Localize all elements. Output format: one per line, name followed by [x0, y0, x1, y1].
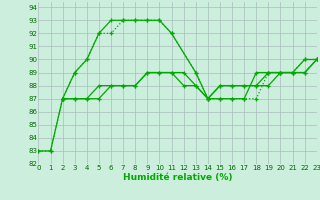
X-axis label: Humidité relative (%): Humidité relative (%) — [123, 173, 232, 182]
